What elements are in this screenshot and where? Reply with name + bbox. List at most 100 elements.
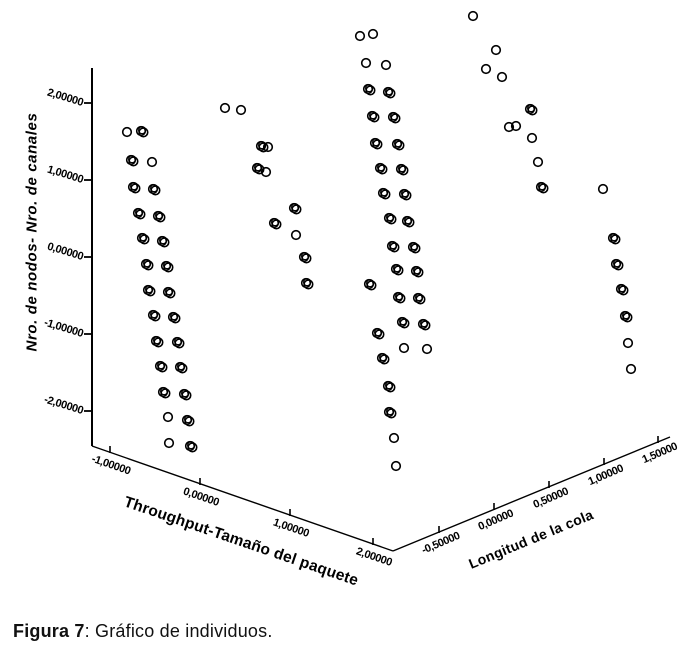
data-point-overlap <box>621 311 631 320</box>
data-point-overlap <box>612 259 622 268</box>
data-point <box>390 460 402 472</box>
data-point-overlap <box>187 441 196 450</box>
data-point-overlap <box>301 252 310 261</box>
data-point-overlap <box>160 387 169 396</box>
data-point-overlap <box>174 337 183 346</box>
data-point-overlap <box>366 279 375 288</box>
data-point-overlap <box>395 292 404 301</box>
data-point-overlap <box>258 141 267 150</box>
data-point <box>163 437 175 449</box>
data-point-overlap <box>135 208 144 217</box>
data-point-overlap <box>145 285 154 294</box>
data-point-overlap <box>386 407 395 416</box>
data-point-overlap <box>385 381 394 390</box>
y-tick-label: -1,00000 <box>43 317 85 340</box>
data-point <box>625 363 637 375</box>
y-tick-label: 1,00000 <box>46 164 85 186</box>
z-tick-label: 0,50000 <box>531 485 570 511</box>
data-point <box>532 156 544 168</box>
data-point-overlap <box>413 266 422 275</box>
data-point-overlap <box>143 259 152 268</box>
data-point-overlap <box>155 211 164 220</box>
data-point-overlap <box>385 87 394 96</box>
data-point-overlap <box>365 84 374 93</box>
data-point-overlap <box>254 163 263 172</box>
data-point-overlap <box>184 415 193 424</box>
y-tick-label: 0,00000 <box>46 241 85 263</box>
data-point-overlap <box>163 261 172 270</box>
caption-text: : Gráfico de individuos. <box>84 621 273 641</box>
data-point <box>490 44 502 56</box>
data-point-overlap <box>159 236 168 245</box>
data-point-overlap <box>377 163 386 172</box>
z-tick-label: 1,50000 <box>640 440 679 466</box>
data-point-overlap <box>394 139 403 148</box>
figure-caption: Figura 7: Gráfico de individuos. <box>13 621 273 642</box>
data-point-overlap <box>165 287 174 296</box>
data-point-overlap <box>181 389 190 398</box>
data-point-overlap <box>170 312 179 321</box>
data-point <box>219 102 231 114</box>
z-tick-label: -0,50000 <box>420 530 462 557</box>
y-tick-label: -2,00000 <box>43 394 85 417</box>
data-point-overlap <box>128 155 137 164</box>
data-point-overlap <box>398 164 407 173</box>
data-point-overlap <box>537 182 547 191</box>
data-point-overlap <box>138 126 147 135</box>
data-point-overlap <box>389 241 398 250</box>
data-point <box>235 104 247 116</box>
data-point-overlap <box>386 213 395 222</box>
data-point-overlap <box>410 242 419 251</box>
data-point <box>398 342 410 354</box>
data-point <box>622 337 634 349</box>
data-point-overlap <box>177 362 186 371</box>
data-point <box>121 126 133 138</box>
data-point-overlap <box>369 111 378 120</box>
data-point <box>367 28 379 40</box>
data-point-overlap <box>157 361 166 370</box>
data-point-overlap <box>372 138 381 147</box>
data-point-overlap <box>379 353 388 362</box>
data-point-overlap <box>390 112 399 121</box>
data-point-overlap <box>150 184 159 193</box>
data-point-overlap <box>399 317 408 326</box>
data-point-overlap <box>139 233 148 242</box>
data-point <box>380 59 392 71</box>
data-point-overlap <box>404 216 413 225</box>
data-point-overlap <box>271 218 280 227</box>
data-point-overlap <box>153 336 162 345</box>
z-tick-label: 1,00000 <box>586 462 625 488</box>
data-point <box>388 432 400 444</box>
x-axis-line <box>91 445 394 552</box>
data-point-overlap <box>420 319 429 328</box>
z-tick-label: 0,00000 <box>476 507 515 533</box>
data-point <box>162 411 174 423</box>
data-point-overlap <box>401 189 410 198</box>
caption-label: Figura 7 <box>13 621 85 641</box>
data-point <box>467 10 479 22</box>
data-point <box>360 57 372 69</box>
data-point <box>496 71 508 83</box>
data-point <box>146 156 158 168</box>
data-point <box>421 343 433 355</box>
data-point <box>260 166 272 178</box>
data-point-overlap <box>415 293 424 302</box>
data-point-overlap <box>526 104 536 113</box>
data-point <box>480 63 492 75</box>
data-point <box>526 132 538 144</box>
data-point-overlap <box>617 284 627 293</box>
data-point-overlap <box>374 328 383 337</box>
data-point <box>597 183 609 195</box>
data-point-overlap <box>150 310 159 319</box>
y-axis-title: Nro. de nodos- Nro. de canales <box>23 112 41 352</box>
data-point-overlap <box>303 278 312 287</box>
data-point <box>510 120 522 132</box>
data-point-overlap <box>609 233 619 242</box>
data-point-overlap <box>291 203 300 212</box>
data-point-overlap <box>130 182 139 191</box>
data-point <box>503 121 515 133</box>
data-point-overlap <box>380 188 389 197</box>
x-tick-label: -1,00000 <box>90 453 132 478</box>
